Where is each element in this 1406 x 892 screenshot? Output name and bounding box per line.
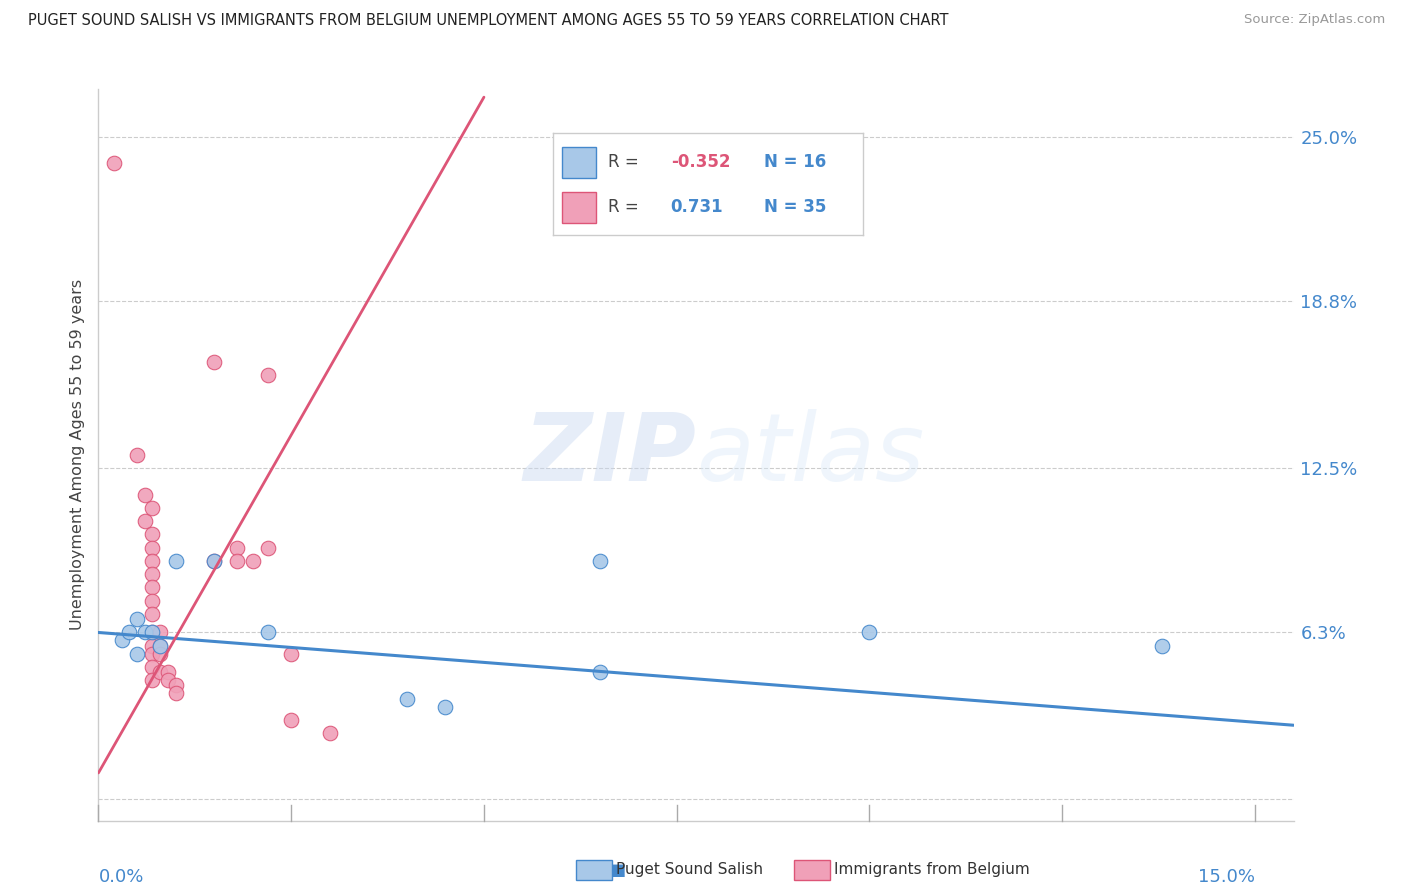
Point	[156, 673, 179, 688]
FancyBboxPatch shape	[562, 193, 596, 223]
Text: atlas: atlas	[696, 409, 924, 500]
Text: 0.0%: 0.0%	[98, 868, 143, 887]
Text: PUGET SOUND SALISH VS IMMIGRANTS FROM BELGIUM UNEMPLOYMENT AMONG AGES 55 TO 59 Y: PUGET SOUND SALISH VS IMMIGRANTS FROM BE…	[28, 13, 949, 29]
Point	[280, 647, 302, 661]
Point	[202, 554, 225, 568]
Point	[858, 625, 880, 640]
Point	[226, 541, 249, 555]
Point	[141, 625, 163, 640]
FancyBboxPatch shape	[562, 147, 596, 178]
Point	[134, 514, 156, 528]
Point	[242, 554, 264, 568]
Point	[141, 581, 163, 595]
Point	[125, 612, 148, 626]
Point	[141, 639, 163, 653]
Point	[149, 647, 172, 661]
Text: ▪: ▪	[610, 858, 627, 881]
Point	[125, 647, 148, 661]
Point	[588, 665, 610, 680]
Point	[141, 607, 163, 621]
Point	[257, 368, 280, 383]
Point	[395, 691, 418, 706]
Text: R =: R =	[609, 153, 644, 170]
Point	[134, 488, 156, 502]
Text: Puget Sound Salish: Puget Sound Salish	[616, 863, 763, 877]
Text: 0.731: 0.731	[671, 198, 723, 216]
Point	[141, 554, 163, 568]
Point	[319, 726, 342, 740]
Text: N = 35: N = 35	[763, 198, 827, 216]
Point	[141, 625, 163, 640]
Point	[141, 593, 163, 607]
Point	[280, 713, 302, 727]
Text: Source: ZipAtlas.com: Source: ZipAtlas.com	[1244, 13, 1385, 27]
Point	[434, 699, 457, 714]
Text: 15.0%: 15.0%	[1198, 868, 1256, 887]
Point	[149, 625, 172, 640]
Point	[141, 567, 163, 582]
Point	[165, 554, 187, 568]
Point	[226, 554, 249, 568]
Point	[149, 639, 172, 653]
Point	[141, 500, 163, 515]
Y-axis label: Unemployment Among Ages 55 to 59 years: Unemployment Among Ages 55 to 59 years	[70, 279, 86, 631]
Point	[202, 554, 225, 568]
Point	[141, 673, 163, 688]
Point	[257, 625, 280, 640]
Point	[141, 660, 163, 674]
Text: ZIP: ZIP	[523, 409, 696, 501]
Point	[141, 541, 163, 555]
Point	[257, 541, 280, 555]
Point	[1152, 639, 1174, 653]
Point	[165, 686, 187, 700]
Point	[202, 355, 225, 369]
Text: N = 16: N = 16	[763, 153, 827, 170]
Point	[110, 633, 132, 648]
Text: -0.352: -0.352	[671, 153, 730, 170]
Point	[165, 678, 187, 692]
Point	[125, 448, 148, 462]
Point	[141, 647, 163, 661]
Point	[118, 625, 141, 640]
Point	[156, 665, 179, 680]
Point	[141, 527, 163, 541]
Point	[103, 156, 125, 170]
Point	[149, 665, 172, 680]
Text: Immigrants from Belgium: Immigrants from Belgium	[834, 863, 1029, 877]
Text: R =: R =	[609, 198, 650, 216]
Point	[588, 554, 610, 568]
Point	[149, 639, 172, 653]
Point	[134, 625, 156, 640]
